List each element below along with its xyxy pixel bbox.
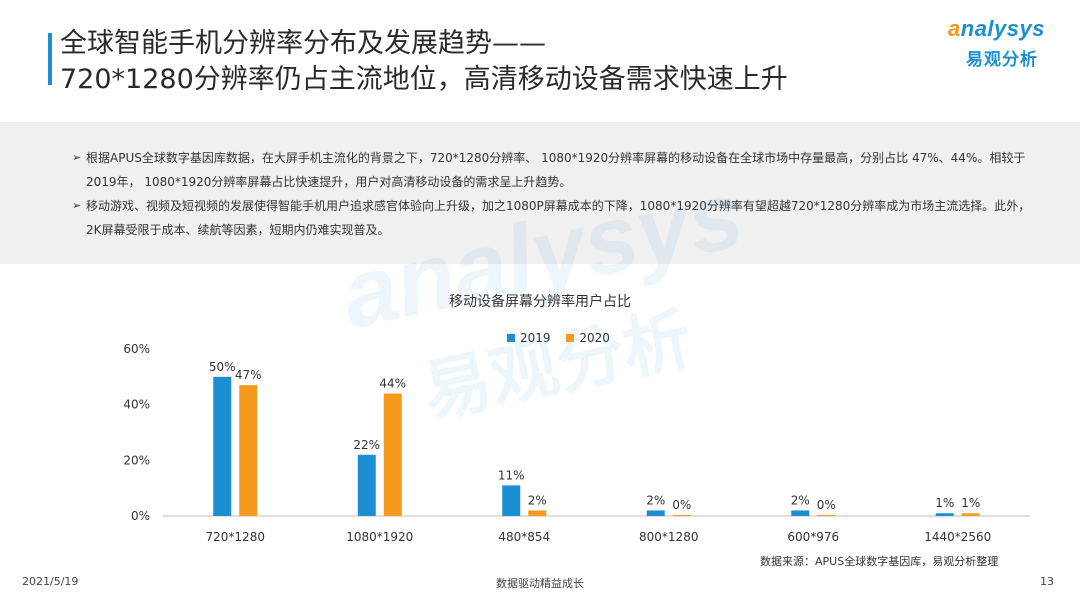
footer-date: 2021/5/19 <box>22 575 79 588</box>
bullet-arrow-icon: ➢ <box>72 151 82 164</box>
footer-tagline: 数据驱动精益成长 <box>496 577 584 590</box>
bar-2019-1 <box>357 454 376 516</box>
bar-2019-5 <box>935 513 954 516</box>
data-label: 11% <box>498 468 525 482</box>
bar-2020-3 <box>672 514 691 516</box>
x-tick-label: 480*854 <box>498 530 550 544</box>
summary-bullet-2: ➢ 移动游戏、视频及短视频的发展使得智能手机用户追求感官体验向上升级，加之108… <box>72 194 1032 242</box>
page-title-line1: 全球智能手机分辨率分布及发展趋势—— <box>60 28 546 59</box>
title-accent-bar <box>48 33 52 85</box>
bar-2020-4 <box>817 514 836 516</box>
y-tick-label: 60% <box>123 342 150 356</box>
bar-2019-3 <box>646 510 665 516</box>
bar-2019-2 <box>502 485 521 516</box>
logo-chinese: 易观分析 <box>966 50 1038 70</box>
legend-item-2020: 2020 <box>566 331 610 345</box>
page-title: 全球智能手机分辨率分布及发展趋势—— 720*1280分辨率仍占主流地位，高清移… <box>60 26 788 98</box>
summary-bullet-1: ➢ 根据APUS全球数字基因库数据，在大屏手机主流化的背景之下，720*1280… <box>72 146 1032 194</box>
legend-swatch-2019 <box>507 334 515 342</box>
y-tick-label: 40% <box>123 398 150 412</box>
y-tick-label: 20% <box>123 453 150 467</box>
bar-2020-1 <box>383 393 402 516</box>
data-label: 2% <box>791 493 810 507</box>
chart-legend: 2019 2020 <box>507 331 622 345</box>
bar-2020-5 <box>961 513 980 516</box>
legend-swatch-2020 <box>566 334 575 342</box>
summary-bullet-text: 移动游戏、视频及短视频的发展使得智能手机用户追求感官体验向上升级，加之1080P… <box>86 199 1031 237</box>
x-tick-label: 600*976 <box>787 530 839 544</box>
data-label: 47% <box>235 368 262 382</box>
bar-chart: 0% 20% 40% 60% 50%47% 720*1280 22% 44% 1080*1920… <box>123 342 1030 544</box>
chart-title: 移动设备屏幕分辨率用户占比 <box>449 294 631 310</box>
x-tick-label: 1440*2560 <box>924 530 991 544</box>
data-label: 0% <box>672 498 691 512</box>
data-label: 0% <box>817 498 836 512</box>
page-number: 13 <box>1040 575 1054 588</box>
bar-2019-4 <box>791 510 810 516</box>
legend-label: 2019 <box>520 331 551 345</box>
legend-label: 2020 <box>579 331 610 345</box>
data-source-note: 数据来源：APUS全球数字基因库，易观分析整理 <box>760 555 999 568</box>
bullet-arrow-icon: ➢ <box>72 199 82 212</box>
legend-item-2019: 2019 <box>507 331 551 345</box>
x-tick-label: 800*1280 <box>639 530 698 544</box>
logo-en-prefix: a <box>948 16 961 41</box>
data-label: 2% <box>528 493 547 507</box>
page-title-line2: 720*1280分辨率仍占主流地位，高清移动设备需求快速上升 <box>60 64 788 95</box>
logo-english: analysys <box>948 16 1045 42</box>
x-tick-label: 720*1280 <box>206 530 265 544</box>
data-label: 2% <box>646 493 665 507</box>
data-label: 22% <box>353 438 380 452</box>
y-tick-label: 0% <box>131 509 150 523</box>
data-label: 50% <box>209 360 236 374</box>
analysys-logo: analysys 易观分析 <box>944 16 1056 72</box>
logo-en-rest: nalysys <box>960 16 1045 41</box>
data-label: 1% <box>935 496 954 510</box>
data-label: 44% <box>379 377 406 391</box>
bar-2020-0 <box>239 385 258 516</box>
bar-2019-0 <box>213 376 232 516</box>
bar-2020-2 <box>528 510 547 516</box>
data-label: 1% <box>961 496 980 510</box>
summary-bullet-text: 根据APUS全球数字基因库数据，在大屏手机主流化的背景之下，720*1280分辨… <box>86 151 1026 189</box>
x-tick-label: 1080*1920 <box>346 530 413 544</box>
summary-box <box>0 122 1080 264</box>
